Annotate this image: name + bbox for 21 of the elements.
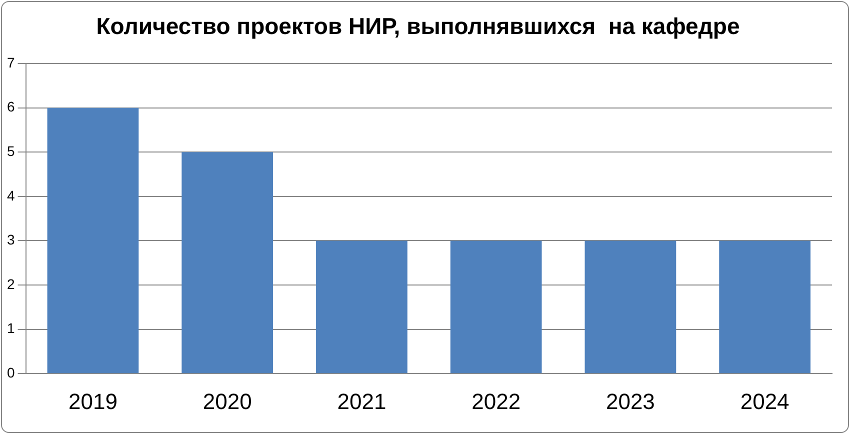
- y-tick-label: 4: [6, 187, 15, 204]
- y-tick-label: 5: [6, 143, 15, 160]
- y-tick-label: 0: [6, 364, 15, 380]
- bar: [47, 108, 139, 374]
- x-tick-label: 2024: [740, 388, 790, 414]
- y-tick-label: 1: [6, 320, 15, 336]
- y-tick-label: 2: [6, 276, 15, 292]
- bar: [719, 240, 810, 374]
- x-tick-label: 2020: [202, 388, 252, 414]
- x-tick-label: 2023: [606, 388, 655, 414]
- y-tick-label: 6: [6, 98, 15, 115]
- y-tick-label: 3: [6, 232, 15, 248]
- x-tick-label: 2019: [68, 388, 118, 414]
- bar: [316, 240, 408, 374]
- bar: [182, 152, 274, 374]
- chart-title: Количество проектов НИР, выполнявшихся на кафедре: [96, 13, 740, 40]
- y-tick-label: 7: [6, 54, 15, 70]
- x-tick-label: 2021: [337, 388, 386, 414]
- bar: [584, 240, 676, 374]
- bar: [450, 240, 542, 374]
- x-tick-label: 2022: [472, 388, 521, 414]
